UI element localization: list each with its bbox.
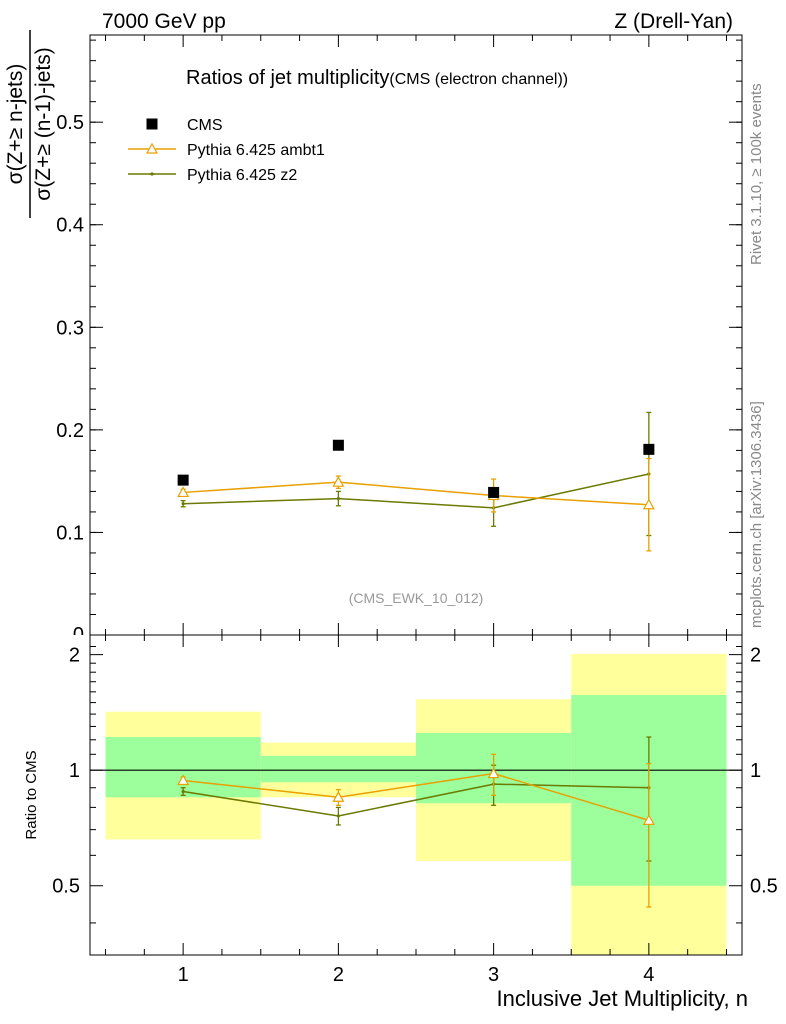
ratio-y-tick-label-right: 1: [750, 760, 761, 782]
z2-main-point: [336, 496, 340, 501]
main-ylabel: σ(Z+≥ n-jets) σ(Z+≥ (n-1)-jets): [4, 30, 55, 218]
y-tick-label: 0.4: [56, 215, 84, 237]
ambt1-main-point: [332, 475, 345, 487]
cms-main-point: [488, 486, 500, 498]
ambt1-ratio-point: [332, 791, 345, 802]
mcplots-label: mcplots.cern.ch [arXiv:1306.3436]: [748, 401, 765, 628]
legend-marker-cms: [146, 118, 158, 130]
z2-main-point: [181, 502, 185, 506]
ratio-y-tick-label: 0.5: [52, 876, 80, 898]
ratio-ylabel: Ratio to CMS: [23, 750, 40, 839]
ambt1-ratio-line: [183, 772, 650, 822]
legend-marker-ambt1: [145, 142, 159, 154]
ratio-y-tick-label: 1: [69, 760, 80, 782]
zero-label-mask: [60, 635, 88, 647]
ambt1-ratio-point: [487, 767, 500, 779]
x-tick-label: 4: [643, 964, 654, 986]
plot-title-main: Ratios of jet multiplicity: [186, 67, 389, 89]
main-panel: 0.10.20.30.40.50 Ratios of jet multiplic…: [56, 34, 743, 647]
plot-title: Ratios of jet multiplicity(CMS (electron…: [186, 67, 568, 89]
ambt1-main-point: [177, 486, 190, 498]
ratio-bands: [90, 653, 742, 955]
ratio-y-tick-label-right: 2: [750, 645, 761, 667]
ambt1-ratio-point: [177, 774, 190, 786]
ratio-y-tick-label: 2: [69, 645, 80, 667]
y-tick-label: 0.5: [56, 112, 84, 134]
ylabel-denominator: σ(Z+≥ (n-1)-jets): [32, 47, 55, 200]
rivet-label: Rivet 3.1.10, ≥ 100k events: [748, 83, 765, 265]
z2-ratio-point: [181, 789, 185, 794]
x-tick-label: 1: [178, 964, 189, 986]
z2-ratio-point: [336, 814, 340, 818]
cms-main-point: [332, 439, 344, 451]
x-tick-label: 3: [488, 964, 499, 986]
legend: CMS Pythia 6.425 ambt1 Pythia 6.425 z2: [128, 117, 325, 184]
cms-main-point: [177, 474, 189, 486]
y-tick-label: 0.2: [56, 420, 84, 442]
z2-ratio-line: [183, 783, 649, 817]
legend-marker-z2: [150, 172, 154, 176]
y-tick-label: 0.3: [56, 317, 84, 339]
ambt1-main-point: [642, 498, 655, 510]
band-inner: [260, 755, 416, 783]
legend-label: Pythia 6.425 z2: [187, 167, 297, 184]
main-ticks: 0.10.20.30.40.50: [56, 35, 742, 647]
watermark: (CMS_EWK_10_012): [349, 590, 484, 606]
ratio-series: [177, 736, 655, 908]
ambt1-ratio-point: [642, 814, 655, 825]
legend-label: CMS: [187, 117, 223, 134]
cms-main-point: [643, 443, 655, 455]
y-tick-label: 0.1: [56, 522, 84, 544]
x-tick-label: 2: [333, 964, 344, 986]
plot-title-sub: (CMS (electron channel)): [389, 71, 568, 88]
ratio-y-tick-label-right: 0.5: [750, 876, 778, 898]
x-axis-label: Inclusive Jet Multiplicity, n: [497, 986, 748, 1011]
ratio-ticks: 0.5 0.5 1 1 2 2 1 2 3 4: [52, 635, 778, 986]
main-series: [177, 411, 655, 552]
header-left: 7000 GeV pp: [102, 10, 226, 33]
ratio-panel: 0.5 0.5 1 1 2 2 1 2 3 4 Ratio to CMS: [23, 634, 778, 986]
z2-main-line: [183, 473, 650, 509]
header-right: Z (Drell-Yan): [614, 10, 733, 33]
legend-label: Pythia 6.425 ambt1: [187, 142, 325, 159]
ylabel-numerator: σ(Z+≥ n-jets): [4, 64, 27, 185]
ambt1-main-line: [183, 481, 649, 506]
